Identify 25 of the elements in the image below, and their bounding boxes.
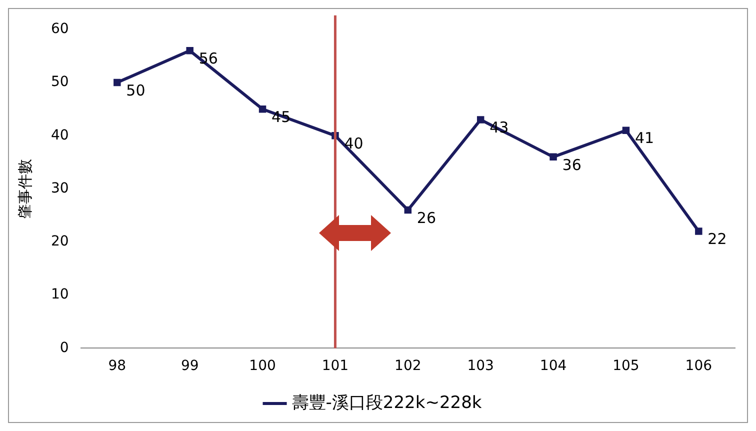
x-tick-label: 101 (322, 358, 349, 374)
x-tick-label: 103 (467, 358, 494, 374)
x-tick-label: 102 (394, 358, 422, 374)
x-tick-label: 104 (540, 358, 567, 374)
x-tick-label: 100 (249, 358, 276, 374)
data-label: 26 (416, 208, 436, 227)
y-tick-label: 50 (50, 74, 69, 90)
data-label: 50 (126, 81, 146, 100)
y-tick-label: 0 (60, 340, 69, 356)
data-label: 56 (198, 50, 218, 68)
data-label: 36 (562, 156, 582, 174)
data-label: 40 (344, 134, 364, 153)
data-label: 41 (634, 129, 654, 148)
x-tick-label: 106 (685, 358, 712, 374)
y-tick-label: 40 (50, 127, 69, 144)
x-tick-label: 99 (180, 358, 199, 374)
y-tick-label: 20 (50, 234, 69, 250)
x-tick-label: 105 (612, 358, 640, 374)
data-label: 22 (708, 230, 727, 248)
y-tick-label: 30 (50, 180, 69, 196)
y-tick-label: 10 (50, 286, 69, 303)
x-tick-label: 98 (108, 358, 126, 374)
y-tick-label: 60 (50, 21, 69, 38)
y-axis-title: 肇事件數 (16, 158, 34, 219)
legend-label: 壽豐-溪口段222k~228k (292, 392, 482, 413)
